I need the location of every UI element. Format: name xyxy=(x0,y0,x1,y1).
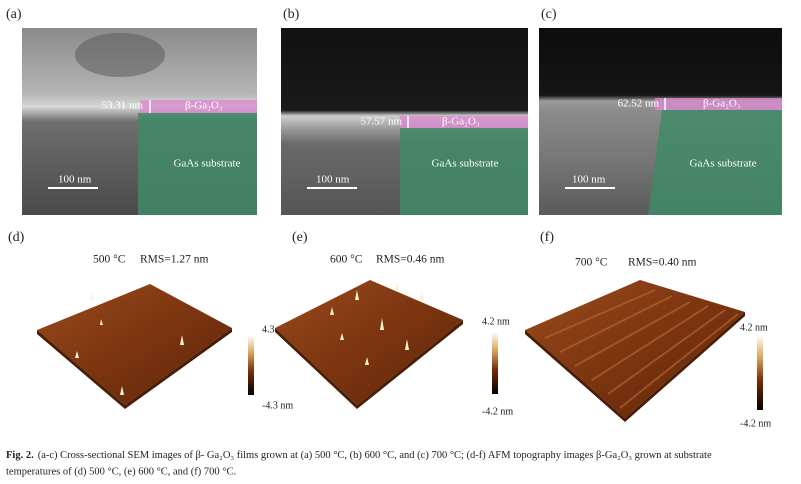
afm-surface xyxy=(525,280,745,418)
layer-label: β-Ga₂O₃ xyxy=(185,100,223,112)
substrate xyxy=(400,128,528,215)
layer-label: β-Ga₂O₃ xyxy=(442,116,480,128)
rms: RMS=1.27 nm xyxy=(140,254,209,266)
caption-text: temperatures of (d) 500 °C, (e) 600 °C, … xyxy=(6,466,236,477)
substrate-label: GaAs substrate xyxy=(432,158,499,170)
afm-ridges xyxy=(544,289,739,409)
afm-edge xyxy=(275,320,463,409)
scale-label: 100 nm xyxy=(316,174,350,186)
film-layer xyxy=(140,100,257,113)
substrate-label: GaAs substrate xyxy=(174,158,241,170)
film-layer xyxy=(655,98,782,110)
panel-e: (e) 600 °C RMS=0.46 nm 4.2 nm -4.2 nm xyxy=(275,230,513,417)
colorbar xyxy=(248,335,254,395)
panel-f: (f) 700 °C RMS=0.40 nm 4.2 nm -4.2 nm xyxy=(525,230,771,429)
colorbar-min: -4.3 nm xyxy=(262,400,293,411)
caption-text: (a-c) Cross-sectional SEM images of β- G… xyxy=(38,450,712,461)
caption-label: Fig. 2. xyxy=(6,450,34,461)
substrate xyxy=(648,110,782,215)
panel-label: (e) xyxy=(292,230,308,245)
caption: Fig. 2. (a-c) Cross-sectional SEM images … xyxy=(6,450,712,461)
colorbar xyxy=(492,332,498,394)
panel-label: (d) xyxy=(8,230,25,245)
colorbar-max: 4.2 nm xyxy=(482,316,510,327)
panel-d: (d) 500 °C RMS=1.27 nm 4.3 nm -4.3 nm xyxy=(8,230,293,411)
temperature: 500 °C xyxy=(93,254,126,266)
rms: RMS=0.40 nm xyxy=(628,257,697,269)
scale-label: 100 nm xyxy=(572,174,606,186)
film-layer xyxy=(400,116,528,128)
substrate-label: GaAs substrate xyxy=(690,158,757,170)
rms: RMS=0.46 nm xyxy=(376,254,445,266)
colorbar-min: -4.2 nm xyxy=(740,418,771,429)
afm-surface xyxy=(37,284,232,405)
thickness: 57.57 nm xyxy=(360,116,402,128)
thickness: 62.52 nm xyxy=(617,98,659,110)
temperature: 600 °C xyxy=(330,254,363,266)
panel-b: (b) 57.57 nm β-Ga₂O₃ GaAs substrate 100 … xyxy=(281,7,528,215)
colorbar xyxy=(757,335,763,410)
panel-a: (a) 53.31 nm β-Ga₂O₃ GaAs substrate 100 … xyxy=(6,7,257,215)
panel-label: (a) xyxy=(6,7,22,22)
layer-label: β-Ga₂O₃ xyxy=(703,98,741,110)
colorbar-max: 4.2 nm xyxy=(740,322,768,333)
panel-label: (c) xyxy=(541,7,557,22)
scale-label: 100 nm xyxy=(58,174,92,186)
panel-label: (f) xyxy=(540,230,554,245)
panel-label: (b) xyxy=(283,7,300,22)
substrate xyxy=(138,113,257,215)
afm-surface xyxy=(275,280,463,405)
sem-shade xyxy=(75,33,165,77)
temperature: 700 °C xyxy=(575,257,608,269)
thickness: 53.31 nm xyxy=(101,100,143,112)
panel-c: (c) 62.52 nm β-Ga₂O₃ GaAs substrate 100 … xyxy=(539,7,782,215)
colorbar-min: -4.2 nm xyxy=(482,406,513,417)
